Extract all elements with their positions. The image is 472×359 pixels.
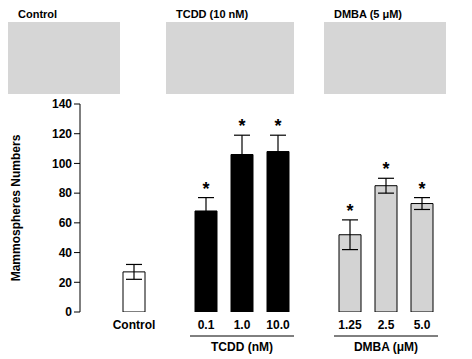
svg-text:1.0: 1.0 [234, 318, 251, 332]
svg-text:Control: Control [113, 318, 156, 332]
html-text:DMBA (5 μM): DMBA (5 μM) [334, 8, 402, 20]
svg-text:*: * [238, 116, 245, 136]
svg-text:*: * [274, 116, 281, 136]
svg-text:*: * [382, 159, 389, 179]
svg-text:5.0: 5.0 [414, 318, 431, 332]
svg-text:0.1: 0.1 [198, 318, 215, 332]
svg-text:10.0: 10.0 [266, 318, 290, 332]
html-text:Control: Control [18, 8, 58, 20]
svg-text:TCDD (nM): TCDD (nM) [211, 340, 273, 354]
svg-text:Mammospheres Numbers: Mammospheres Numbers [9, 134, 23, 281]
svg-text:0: 0 [65, 305, 72, 319]
svg-text:140: 140 [52, 97, 72, 111]
svg-text:20: 20 [59, 276, 73, 290]
svg-text:2.5: 2.5 [378, 318, 395, 332]
svg-text:60: 60 [59, 216, 73, 230]
svg-text:DMBA (μM): DMBA (μM) [354, 340, 418, 354]
html-text:TCDD (10 nM): TCDD (10 nM) [176, 8, 249, 20]
svg-text:1.25: 1.25 [338, 318, 362, 332]
svg-text:*: * [202, 179, 209, 199]
svg-text:*: * [418, 179, 425, 199]
svg-text:80: 80 [59, 186, 73, 200]
svg-text:100: 100 [52, 157, 72, 171]
svg-text:40: 40 [59, 246, 73, 260]
svg-text:120: 120 [52, 127, 72, 141]
svg-text:*: * [346, 201, 353, 221]
